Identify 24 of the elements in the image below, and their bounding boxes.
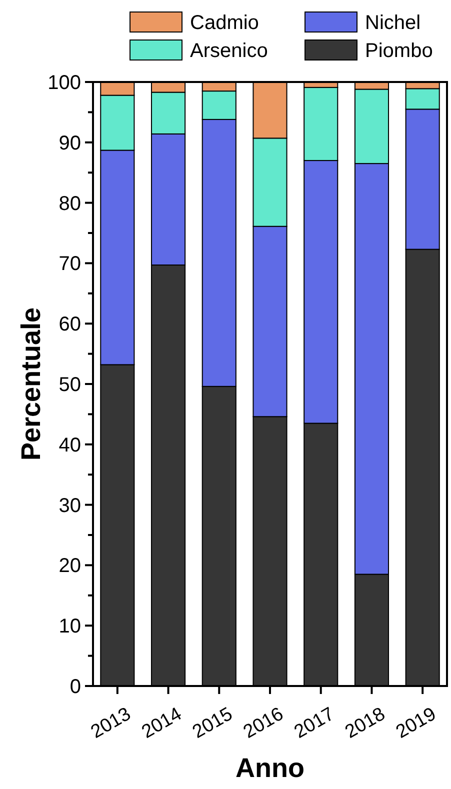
legend-label: Cadmio <box>190 12 259 34</box>
legend-label: Nichel <box>365 12 421 34</box>
y-tick-label: 10 <box>58 616 81 638</box>
y-tick-label: 0 <box>70 676 81 698</box>
x-tick-label: 2019 <box>392 704 440 743</box>
y-tick-label: 20 <box>58 555 81 578</box>
legend-label: Piombo <box>365 40 433 62</box>
y-tick-label: 80 <box>58 192 81 215</box>
y-tick-label: 60 <box>58 314 81 336</box>
y-tick-label: 50 <box>58 374 81 396</box>
y-tick-label: 40 <box>58 434 81 456</box>
y-tick-label: 70 <box>58 253 81 276</box>
y-tick-label: 30 <box>58 494 81 517</box>
y-tick-label: 100 <box>48 72 81 94</box>
y-axis-title: Percentuale <box>16 307 46 461</box>
x-tick-label: 2018 <box>342 704 389 743</box>
x-axis-title: Anno <box>236 753 304 783</box>
legend-label: Arsenico <box>190 40 268 62</box>
x-tick-label: 2014 <box>138 703 186 743</box>
x-tick-label: 2017 <box>290 704 338 743</box>
x-tick-label: 2016 <box>240 704 288 743</box>
x-tick-label: 2013 <box>87 704 135 743</box>
y-tick-label: 90 <box>58 132 81 154</box>
x-tick-label: 2015 <box>189 704 236 743</box>
